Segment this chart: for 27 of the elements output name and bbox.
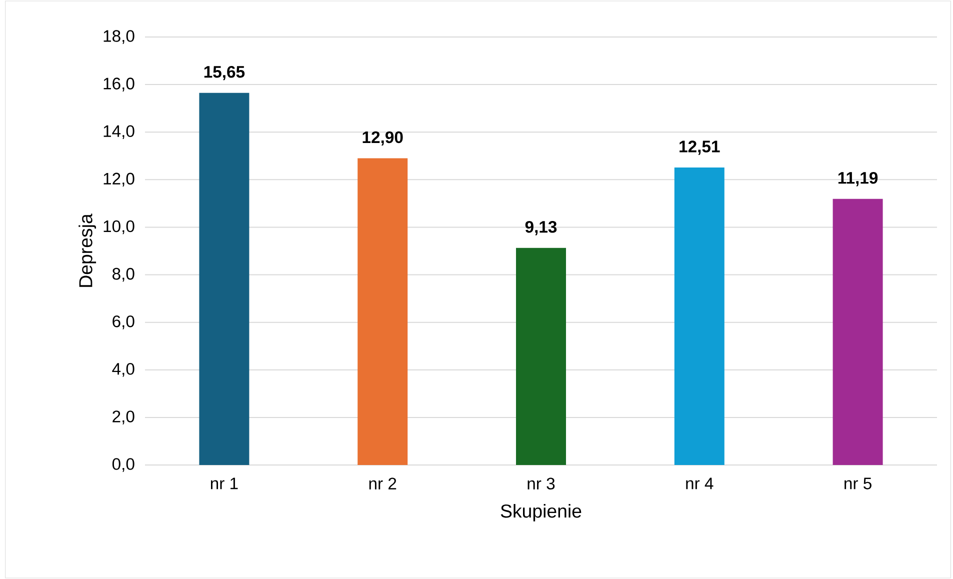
y-axis-title: Depresja <box>78 214 96 287</box>
x-tick-label: nr 4 <box>686 478 714 490</box>
x-tick-label: nr 2 <box>369 478 396 490</box>
y-tick-label: 12,0 <box>104 172 134 187</box>
y-tick-label: 0,0 <box>112 458 134 472</box>
y-tick-label: 10,0 <box>104 220 134 234</box>
data-label: 11,19 <box>838 172 878 186</box>
y-tick-label: 14,0 <box>104 125 134 139</box>
data-label: 9,13 <box>525 220 557 236</box>
bar <box>516 248 566 465</box>
x-tick-label: nr 5 <box>844 478 872 490</box>
bar <box>674 168 724 465</box>
bar <box>358 158 408 465</box>
data-label: 12,51 <box>680 140 720 155</box>
bar <box>199 92 250 465</box>
x-tick-label: nr 1 <box>210 478 238 490</box>
y-tick-label: 4,0 <box>112 363 134 377</box>
data-label: 15,65 <box>204 66 245 80</box>
y-tick-label: 16,0 <box>104 78 134 92</box>
x-axis-title: Skupienie <box>500 504 582 522</box>
x-tick-label: nr 3 <box>528 478 555 490</box>
y-tick-label: 8,0 <box>112 268 134 282</box>
bar <box>832 198 883 465</box>
data-label: 12,90 <box>362 131 403 146</box>
y-tick-label: 6,0 <box>112 315 134 330</box>
y-tick-label: 18,0 <box>104 30 134 44</box>
y-tick-label: 2,0 <box>112 410 134 424</box>
